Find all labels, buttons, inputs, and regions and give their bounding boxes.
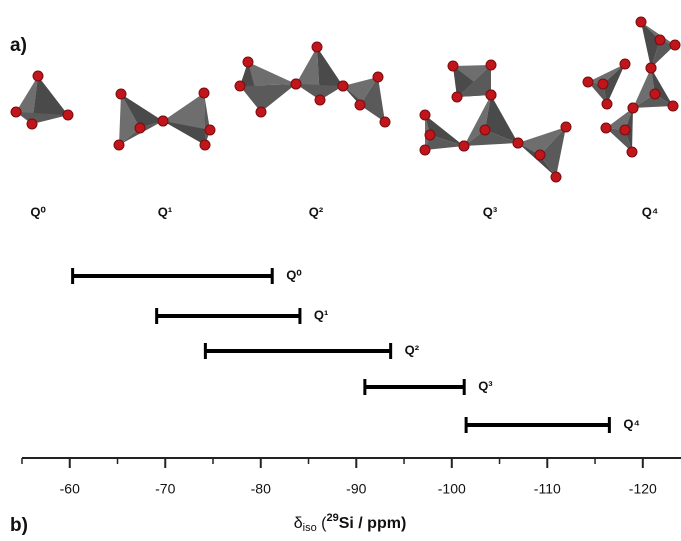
oxygen xyxy=(135,123,145,133)
range-label: Q³ xyxy=(478,378,493,393)
oxygen xyxy=(373,72,383,82)
oxygen xyxy=(650,89,660,99)
oxygen xyxy=(602,99,612,109)
figure: a) Q⁰ Q¹ Q² Q³ Q⁴ b) δiso (29Si / ppm) -… xyxy=(0,0,681,541)
oxygen xyxy=(598,79,608,89)
oxygen xyxy=(452,92,462,102)
range-label: Q⁴ xyxy=(623,416,640,431)
structure-label: Q¹ xyxy=(158,204,172,219)
oxygen xyxy=(200,140,210,150)
range-bar xyxy=(365,379,464,395)
oxygen xyxy=(486,90,496,100)
oxygen xyxy=(459,141,469,151)
oxygen xyxy=(655,35,665,45)
range-label: Q¹ xyxy=(314,307,328,322)
range-label: Q⁰ xyxy=(286,267,302,282)
x-tick-label: -120 xyxy=(629,481,657,497)
x-axis-label: δiso (29Si / ppm) xyxy=(294,512,407,534)
oxygen xyxy=(312,42,322,52)
structure-label: Q⁴ xyxy=(642,204,659,219)
oxygen xyxy=(627,147,637,157)
structure-label: Q⁰ xyxy=(30,204,46,219)
oxygen xyxy=(116,89,126,99)
oxygen xyxy=(33,71,43,81)
panel-label: a) xyxy=(10,35,27,56)
x-label-part: 29 xyxy=(326,512,338,524)
oxygen xyxy=(486,60,496,70)
oxygen xyxy=(315,95,325,105)
panel-label: b) xyxy=(10,515,28,536)
oxygen xyxy=(628,103,638,113)
oxygen xyxy=(646,63,656,73)
oxygen xyxy=(668,101,678,111)
oxygen xyxy=(11,107,21,117)
oxygen xyxy=(561,122,571,132)
range-bar xyxy=(73,268,273,284)
oxygen xyxy=(420,110,430,120)
range-label: Q² xyxy=(405,342,420,357)
oxygen xyxy=(205,125,215,135)
x-tick-label: -60 xyxy=(60,481,80,497)
oxygen xyxy=(243,57,253,67)
oxygen xyxy=(355,100,365,110)
x-tick-label: -80 xyxy=(251,481,271,497)
oxygen xyxy=(620,59,630,69)
structure-label: Q³ xyxy=(483,204,498,219)
range-bar xyxy=(157,308,300,324)
oxygen xyxy=(420,145,430,155)
oxygen xyxy=(199,88,209,98)
oxygen xyxy=(63,110,73,120)
x-tick-label: -110 xyxy=(534,481,561,497)
oxygen xyxy=(158,116,168,126)
x-tick-label: -90 xyxy=(346,481,366,497)
range-bar xyxy=(205,343,390,359)
oxygen xyxy=(448,61,458,71)
tetrahedron xyxy=(240,84,296,112)
oxygen xyxy=(425,130,435,140)
oxygen xyxy=(27,119,37,129)
oxygen xyxy=(601,123,611,133)
oxygen xyxy=(583,77,593,87)
x-tick-label: -70 xyxy=(155,481,175,497)
x-label-part: iso xyxy=(303,522,317,534)
oxygen xyxy=(235,81,245,91)
oxygen xyxy=(338,81,348,91)
structures xyxy=(11,17,680,182)
structure-label: Q² xyxy=(309,204,324,219)
x-tick-label: -100 xyxy=(438,481,466,497)
oxygen xyxy=(636,17,646,27)
x-label-part: δ xyxy=(294,515,303,532)
oxygen xyxy=(291,79,301,89)
oxygen xyxy=(513,138,523,148)
oxygen xyxy=(480,125,490,135)
oxygen xyxy=(551,172,561,182)
oxygen xyxy=(256,107,266,117)
oxygen xyxy=(670,40,680,50)
oxygen xyxy=(620,125,630,135)
oxygen xyxy=(114,140,124,150)
x-label-part: Si / ppm) xyxy=(339,515,407,532)
oxygen xyxy=(535,150,545,160)
tetrahedron xyxy=(204,93,210,145)
range-bar xyxy=(466,417,609,433)
oxygen xyxy=(380,117,390,127)
